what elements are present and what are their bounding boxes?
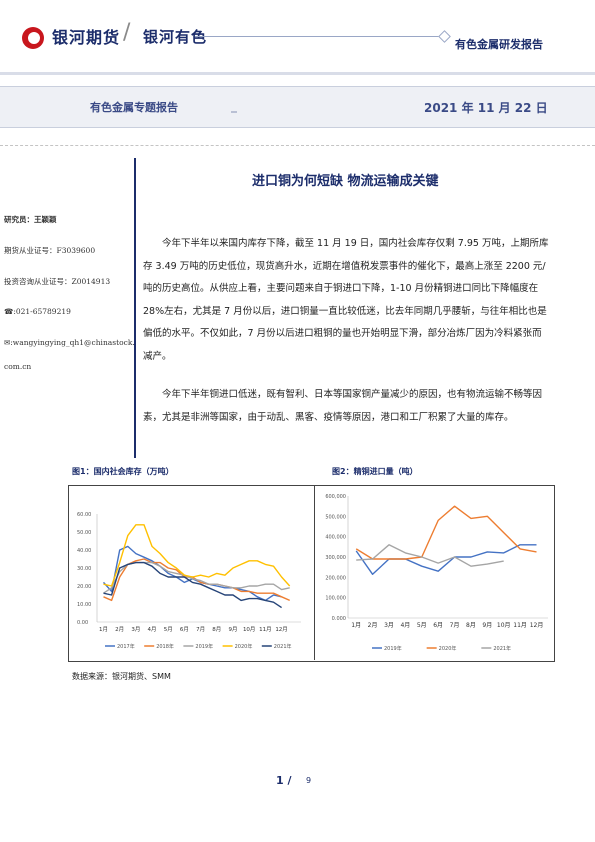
phone-number: ☎:021-65789219 (4, 307, 71, 316)
page-separator: / (287, 774, 292, 787)
series-line (355, 505, 537, 560)
total-pages: 9 (306, 776, 312, 785)
x-tick-label: 9月 (229, 626, 238, 633)
x-tick-label: 6月 (433, 622, 443, 629)
y-tick-label: 0.000 (332, 616, 346, 622)
subheader-bar (0, 86, 595, 128)
brand-sub: 银河有色 (143, 28, 208, 46)
x-tick-label: 10月 (497, 622, 511, 629)
article-title: 进口铜为何短缺 物流运输成关键 (252, 174, 439, 189)
series-line (355, 544, 537, 575)
x-tick-label: 1月 (99, 626, 108, 633)
y-tick-label: 300,000 (325, 555, 346, 561)
y-tick-label: 100,000 (325, 596, 346, 602)
x-tick-label: 10月 (243, 626, 256, 633)
x-tick-label: 3月 (131, 626, 140, 633)
legend-label: 2020年 (439, 645, 457, 652)
y-tick-label: 400,000 (325, 535, 346, 541)
x-tick-label: 5月 (164, 626, 173, 633)
x-tick-label: 8月 (212, 626, 221, 633)
email-line-1[interactable]: ✉:wangyingying_qh1@chinastock. (4, 338, 135, 347)
legend-label: 2019年 (195, 643, 213, 650)
x-tick-label: 11月 (259, 626, 272, 633)
x-tick-label: 3月 (384, 622, 394, 629)
x-tick-label: 1月 (351, 622, 361, 629)
y-tick-label: 500,000 (325, 514, 346, 520)
dashed-divider (0, 145, 595, 146)
y-tick-label: 40.00 (77, 548, 91, 554)
legend-label: 2021年 (493, 645, 511, 652)
header-band (0, 72, 595, 75)
x-tick-label: 4月 (148, 626, 157, 633)
researcher-name: 研究员：王颖颖 (4, 215, 57, 224)
page-number: 1 / (276, 774, 292, 787)
y-tick-label: 600,000 (325, 494, 346, 500)
x-tick-label: 11月 (513, 622, 527, 629)
article-paragraph-1: 今年下半年以来国内库存下降，截至 11 月 19 日，国内社会库存仅剩 7.95… (143, 238, 549, 362)
series-line (103, 561, 290, 594)
y-tick-label: 30.00 (77, 566, 91, 572)
series-line (103, 561, 282, 609)
y-tick-label: 10.00 (77, 602, 91, 608)
x-tick-label: 12月 (275, 626, 288, 633)
import-chart: 0.000 100,000 200,000 300,000 400,000 500,000… (325, 494, 548, 652)
brand-name: 银河期货 (52, 28, 121, 47)
x-tick-label: 4月 (400, 622, 410, 629)
y-tick-label: 200,000 (325, 575, 346, 581)
x-tick-label: 5月 (417, 622, 427, 629)
x-tick-label: 9月 (482, 622, 492, 629)
series-line (103, 524, 291, 587)
subheader-mark (231, 111, 237, 113)
report-type: 有色金属研发报告 (455, 38, 543, 51)
current-page: 1 (276, 774, 284, 787)
figure-2-caption: 图2：精铜进口量（吨） (332, 467, 418, 476)
x-tick-label: 2月 (115, 626, 124, 633)
x-tick-label: 12月 (530, 622, 544, 629)
x-tick-label: 8月 (466, 622, 476, 629)
legend-label: 2018年 (156, 643, 174, 650)
charts-frame (68, 485, 555, 662)
legend-label: 2017年 (117, 643, 135, 650)
header-divider (195, 36, 445, 37)
y-tick-label: 60.00 (77, 512, 91, 518)
galaxy-logo-icon (22, 27, 44, 49)
y-tick-label: 20.00 (77, 584, 91, 590)
y-tick-label: 0.00 (77, 620, 88, 626)
x-tick-label: 7月 (450, 622, 460, 629)
advisory-license: 投资咨询从业证号：Z0014913 (4, 277, 111, 286)
subheader-title: 有色金属专题报告 (90, 101, 178, 114)
sidebar-divider (134, 158, 136, 458)
data-source: 数据来源：银河期货、SMM (72, 672, 171, 681)
email-line-2[interactable]: com.cn (4, 362, 32, 371)
x-tick-label: 7月 (196, 626, 205, 633)
y-tick-label: 50.00 (77, 530, 91, 536)
series-line (356, 544, 504, 567)
x-tick-label: 2月 (368, 622, 378, 629)
x-tick-label: 6月 (180, 626, 189, 633)
legend-label: 2020年 (235, 643, 253, 650)
futures-license: 期货从业证号：F3039600 (4, 246, 96, 255)
article-paragraph-2: 今年下半年铜进口低迷，既有智利、日本等国家铜产量减少的原因，也有物流运输不畅等因… (143, 389, 543, 423)
legend-label: 2019年 (384, 645, 402, 652)
legend-label: 2021年 (274, 643, 292, 650)
inventory-chart: 0.00 10.00 20.00 30.00 40.00 50.00 60.00 1月 2月 3月… (77, 512, 301, 650)
report-date: 2021 年 11 月 22 日 (424, 101, 548, 115)
brand-separator: / (123, 20, 131, 45)
figure-1-caption: 图1：国内社会库存（万吨） (72, 467, 174, 476)
charts-divider (314, 485, 315, 660)
